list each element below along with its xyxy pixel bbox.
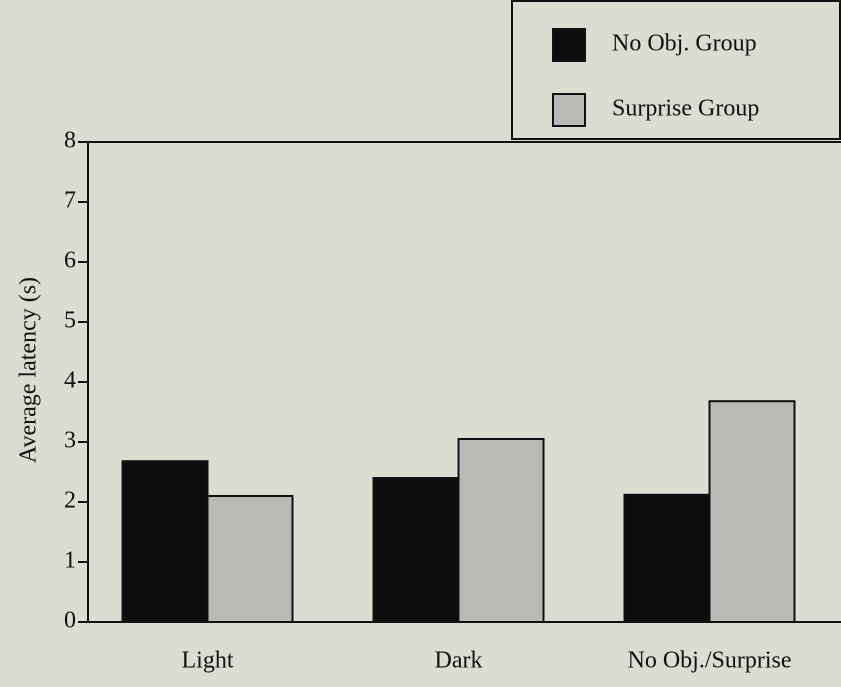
y-tick-label: 3 — [64, 428, 76, 454]
x-tick-label: Dark — [435, 648, 483, 674]
y-tick-label: 4 — [64, 368, 76, 394]
legend-swatch — [552, 28, 586, 62]
y-tick-label: 2 — [64, 488, 76, 514]
legend-swatch — [552, 93, 586, 127]
legend-label: No Obj. Group — [612, 31, 757, 57]
y-tick-label: 5 — [64, 308, 76, 334]
legend-label: Surprise Group — [612, 96, 759, 122]
x-tick-label: Light — [182, 648, 234, 674]
bar — [457, 438, 545, 623]
y-tick-label: 0 — [64, 608, 76, 634]
bar — [708, 400, 796, 624]
bar — [206, 495, 294, 623]
y-axis-label: Average latency (s) — [16, 277, 42, 463]
bar — [121, 460, 209, 624]
bar — [623, 493, 711, 623]
x-tick-label: No Obj./Surprise — [628, 648, 792, 674]
y-tick-label: 1 — [64, 548, 76, 574]
bar — [372, 477, 460, 623]
y-tick-label: 7 — [64, 188, 76, 214]
y-tick-label: 6 — [64, 248, 76, 274]
y-tick-label: 8 — [64, 128, 76, 154]
